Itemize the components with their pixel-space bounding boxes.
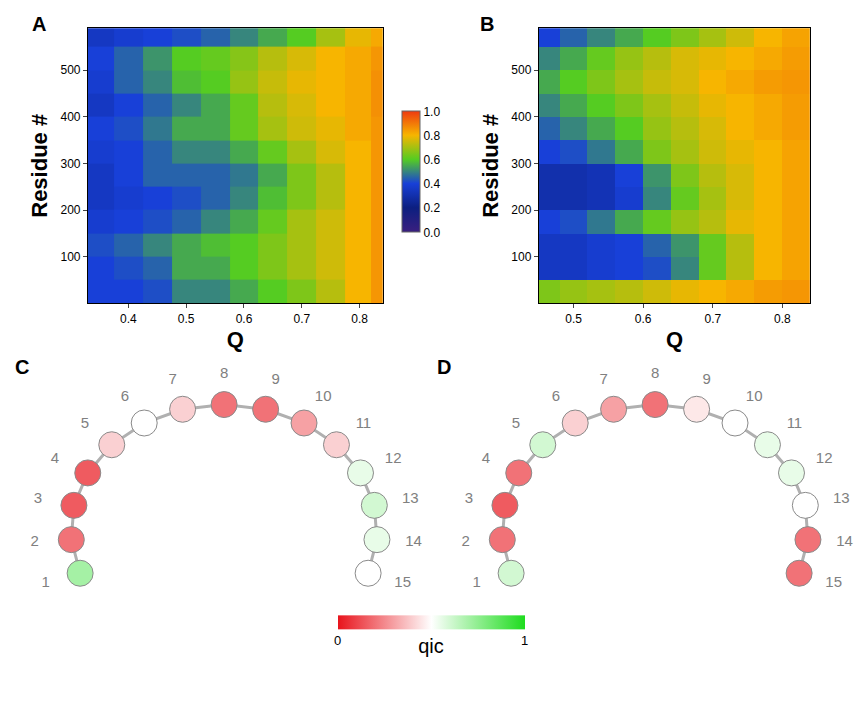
- svg-text:15: 15: [825, 573, 842, 590]
- svg-text:10: 10: [315, 387, 332, 404]
- svg-text:0.0: 0.0: [423, 226, 440, 240]
- svg-text:10: 10: [746, 387, 763, 404]
- svg-text:15: 15: [394, 573, 411, 590]
- svg-text:14: 14: [836, 532, 853, 549]
- svg-text:400: 400: [511, 110, 531, 124]
- svg-text:0.4: 0.4: [120, 312, 137, 326]
- svg-text:0: 0: [334, 633, 341, 648]
- svg-text:11: 11: [787, 414, 803, 431]
- svg-text:6: 6: [121, 387, 129, 404]
- svg-text:100: 100: [60, 250, 80, 264]
- svg-text:400: 400: [60, 110, 80, 124]
- svg-text:1: 1: [472, 573, 480, 590]
- svg-text:9: 9: [702, 370, 710, 387]
- svg-text:0.2: 0.2: [423, 201, 440, 215]
- svg-text:0.6: 0.6: [423, 153, 440, 167]
- svg-text:Q: Q: [227, 327, 244, 352]
- svg-text:0.5: 0.5: [565, 312, 582, 326]
- svg-text:4: 4: [51, 449, 59, 466]
- svg-text:Residue #: Residue #: [27, 114, 52, 218]
- svg-text:5: 5: [512, 414, 520, 431]
- svg-text:13: 13: [402, 489, 419, 506]
- svg-text:1.0: 1.0: [423, 105, 440, 119]
- svg-text:200: 200: [60, 203, 80, 217]
- svg-text:1: 1: [521, 633, 528, 648]
- svg-text:3: 3: [34, 489, 42, 506]
- svg-text:13: 13: [833, 489, 850, 506]
- svg-text:0.8: 0.8: [774, 312, 791, 326]
- svg-text:0.6: 0.6: [236, 312, 253, 326]
- svg-text:8: 8: [651, 364, 659, 381]
- svg-text:11: 11: [356, 414, 372, 431]
- svg-text:500: 500: [60, 63, 80, 77]
- svg-text:B: B: [480, 13, 494, 35]
- svg-text:200: 200: [511, 203, 531, 217]
- svg-text:0.8: 0.8: [423, 129, 440, 143]
- svg-text:2: 2: [461, 532, 469, 549]
- svg-text:7: 7: [599, 370, 607, 387]
- svg-text:5: 5: [81, 414, 89, 431]
- svg-text:6: 6: [552, 387, 560, 404]
- svg-text:0.6: 0.6: [635, 312, 652, 326]
- svg-text:3: 3: [465, 489, 473, 506]
- svg-text:0.8: 0.8: [351, 312, 368, 326]
- svg-text:0.7: 0.7: [293, 312, 310, 326]
- svg-text:2: 2: [30, 532, 38, 549]
- svg-text:4: 4: [482, 449, 490, 466]
- svg-text:0.7: 0.7: [704, 312, 721, 326]
- svg-text:qic: qic: [418, 635, 444, 657]
- svg-text:0.5: 0.5: [178, 312, 195, 326]
- svg-text:1: 1: [41, 573, 49, 590]
- svg-text:D: D: [437, 356, 451, 378]
- svg-text:12: 12: [385, 449, 402, 466]
- svg-text:300: 300: [60, 157, 80, 171]
- svg-text:500: 500: [511, 63, 531, 77]
- svg-text:14: 14: [405, 532, 422, 549]
- svg-text:12: 12: [816, 449, 833, 466]
- svg-text:Residue #: Residue #: [478, 114, 503, 218]
- svg-text:A: A: [32, 13, 46, 35]
- svg-text:7: 7: [168, 370, 176, 387]
- svg-text:9: 9: [271, 370, 279, 387]
- svg-text:C: C: [15, 356, 29, 378]
- svg-text:8: 8: [220, 364, 228, 381]
- svg-text:100: 100: [511, 250, 531, 264]
- svg-text:Q: Q: [666, 327, 683, 352]
- svg-text:0.4: 0.4: [423, 177, 440, 191]
- svg-text:300: 300: [511, 157, 531, 171]
